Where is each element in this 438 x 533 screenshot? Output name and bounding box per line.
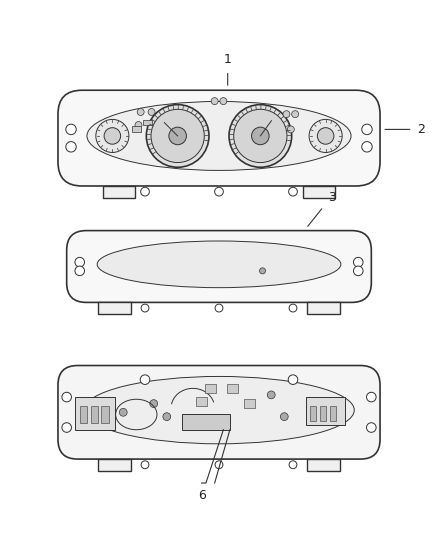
Circle shape bbox=[211, 98, 218, 104]
Ellipse shape bbox=[87, 101, 351, 171]
Bar bbox=[196, 397, 207, 406]
FancyBboxPatch shape bbox=[58, 90, 380, 186]
FancyBboxPatch shape bbox=[67, 231, 371, 302]
Circle shape bbox=[119, 408, 127, 416]
Circle shape bbox=[140, 375, 150, 384]
Circle shape bbox=[62, 392, 71, 402]
Bar bbox=[102, 406, 109, 423]
Circle shape bbox=[215, 461, 223, 469]
FancyBboxPatch shape bbox=[58, 366, 380, 459]
Text: 6: 6 bbox=[198, 489, 205, 502]
Circle shape bbox=[292, 111, 299, 118]
Circle shape bbox=[141, 304, 149, 312]
Circle shape bbox=[137, 109, 144, 116]
Ellipse shape bbox=[97, 241, 341, 288]
Circle shape bbox=[309, 119, 342, 152]
Circle shape bbox=[267, 391, 275, 399]
Circle shape bbox=[289, 304, 297, 312]
Circle shape bbox=[353, 266, 363, 276]
Circle shape bbox=[150, 400, 158, 408]
Bar bbox=[205, 384, 216, 393]
Circle shape bbox=[146, 104, 209, 167]
Circle shape bbox=[288, 375, 298, 384]
Circle shape bbox=[259, 268, 265, 274]
Circle shape bbox=[367, 423, 376, 432]
Circle shape bbox=[283, 111, 290, 118]
Circle shape bbox=[66, 124, 76, 135]
Circle shape bbox=[220, 98, 227, 104]
Circle shape bbox=[104, 128, 120, 144]
Bar bbox=[98, 302, 131, 314]
Text: 3: 3 bbox=[328, 191, 336, 205]
Bar bbox=[320, 406, 326, 421]
Circle shape bbox=[289, 461, 297, 469]
Circle shape bbox=[289, 187, 297, 196]
Circle shape bbox=[75, 257, 85, 267]
Bar bbox=[80, 406, 87, 423]
Circle shape bbox=[75, 266, 85, 276]
Circle shape bbox=[141, 187, 149, 196]
Bar bbox=[306, 397, 345, 425]
Circle shape bbox=[163, 413, 171, 421]
Circle shape bbox=[148, 109, 155, 116]
Text: 1: 1 bbox=[224, 53, 232, 66]
Circle shape bbox=[215, 187, 223, 196]
Bar bbox=[132, 126, 141, 132]
Circle shape bbox=[280, 413, 288, 421]
Text: 2: 2 bbox=[417, 123, 425, 136]
Bar bbox=[75, 397, 115, 430]
Circle shape bbox=[362, 142, 372, 152]
Circle shape bbox=[62, 423, 71, 432]
Bar bbox=[244, 399, 255, 408]
Circle shape bbox=[96, 119, 129, 152]
Circle shape bbox=[353, 257, 363, 267]
Bar bbox=[307, 302, 340, 314]
Circle shape bbox=[66, 142, 76, 152]
Bar bbox=[303, 185, 336, 198]
Circle shape bbox=[287, 126, 294, 133]
Bar bbox=[227, 384, 238, 393]
Circle shape bbox=[141, 461, 149, 469]
Circle shape bbox=[215, 304, 223, 312]
Bar bbox=[182, 415, 230, 430]
Circle shape bbox=[135, 122, 142, 128]
Ellipse shape bbox=[84, 376, 354, 444]
Bar bbox=[91, 406, 98, 423]
Circle shape bbox=[169, 127, 187, 144]
Bar bbox=[311, 406, 317, 421]
Bar bbox=[102, 185, 135, 198]
Bar bbox=[307, 459, 340, 471]
Circle shape bbox=[151, 109, 204, 163]
Bar bbox=[143, 120, 152, 125]
Circle shape bbox=[251, 127, 269, 144]
Bar bbox=[329, 406, 336, 421]
Circle shape bbox=[367, 392, 376, 402]
Circle shape bbox=[318, 128, 334, 144]
Bar bbox=[98, 459, 131, 471]
Circle shape bbox=[229, 104, 292, 167]
Circle shape bbox=[234, 109, 287, 163]
Circle shape bbox=[362, 124, 372, 135]
